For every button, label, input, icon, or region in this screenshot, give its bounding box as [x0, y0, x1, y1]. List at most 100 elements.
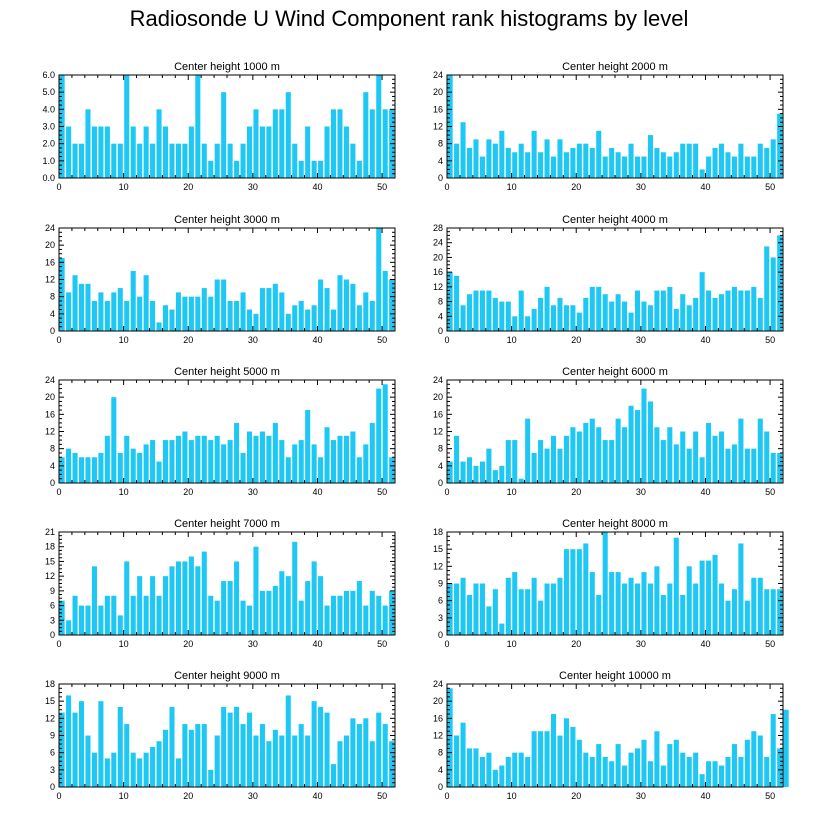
- panel-title: Center height 6000 m: [562, 366, 668, 378]
- histogram-bar: [699, 457, 705, 483]
- histogram-bar: [609, 761, 615, 787]
- histogram-bar: [272, 585, 278, 635]
- histogram-bar: [305, 410, 311, 483]
- histogram-bar: [751, 577, 757, 635]
- histogram-bar: [285, 695, 291, 787]
- histogram-bar: [667, 744, 673, 787]
- histogram-bar: [757, 297, 763, 331]
- histogram-bar: [634, 156, 641, 178]
- x-tick-label: 20: [183, 182, 193, 192]
- histogram-bar: [266, 435, 272, 483]
- histogram-bar: [712, 554, 718, 635]
- histogram-bar: [305, 735, 311, 787]
- histogram-bar: [221, 92, 227, 178]
- x-tick-label: 50: [377, 335, 387, 345]
- histogram-bar: [544, 139, 550, 179]
- histogram-bar: [330, 595, 337, 635]
- histogram-bar: [66, 292, 72, 332]
- x-tick-label: 50: [377, 791, 387, 801]
- plot-area: 0 3 6 9 12 15 18 0 10 20 30 40 50: [433, 527, 784, 649]
- histogram-panel: Center height 6000 m 0 4 8 12 16 20 24 0 10 20 30 40…: [407, 352, 803, 503]
- histogram-bar: [576, 549, 582, 635]
- histogram-bar: [570, 305, 576, 331]
- histogram-bar: [602, 156, 608, 178]
- histogram-bar: [130, 752, 136, 787]
- histogram-bar: [221, 279, 227, 331]
- histogram-bar: [550, 156, 557, 178]
- histogram-bar: [660, 290, 666, 331]
- histogram-bar: [98, 452, 104, 483]
- histogram-bar: [195, 435, 201, 483]
- histogram-bar: [130, 126, 136, 178]
- histogram-bar: [538, 600, 544, 635]
- y-tick-label: 0: [50, 782, 55, 792]
- histogram-bar: [143, 595, 149, 635]
- histogram-bar: [91, 566, 97, 635]
- histogram-bar: [647, 135, 653, 178]
- histogram-bar: [195, 296, 201, 331]
- x-tick-label: 20: [571, 487, 581, 497]
- histogram-chart: 0 4 8 12 16 20 24 0 10 20 30 40 50: [433, 70, 784, 192]
- x-tick-label: 0: [56, 335, 61, 345]
- histogram-bar: [227, 440, 233, 483]
- histogram-bar: [356, 581, 362, 635]
- histogram-bar: [563, 718, 569, 787]
- histogram-bar: [673, 537, 679, 635]
- histogram-chart: 0 4 8 12 16 20 24 0 10 20 30 40 50: [433, 375, 784, 497]
- histogram-bar: [563, 549, 569, 635]
- histogram-bar: [693, 143, 699, 178]
- histogram-bar: [525, 756, 531, 787]
- histogram-bar: [195, 566, 201, 635]
- x-tick-label: 40: [312, 791, 322, 801]
- histogram-bar: [557, 735, 563, 787]
- histogram-bar: [460, 305, 466, 331]
- histogram-bar: [492, 470, 498, 484]
- histogram-bar: [292, 143, 298, 178]
- histogram-bar: [305, 126, 311, 178]
- histogram-bar: [466, 457, 473, 483]
- x-tick-label: 10: [507, 487, 517, 497]
- histogram-bar: [182, 431, 188, 483]
- histogram-bar: [641, 301, 647, 331]
- histogram-chart: 0 4 8 12 16 20 24 0 10 20 30 40 50: [45, 375, 396, 497]
- histogram-bar: [124, 75, 130, 178]
- histogram-bar: [538, 731, 544, 787]
- histogram-bar: [744, 600, 750, 635]
- histogram-bar: [234, 561, 240, 635]
- histogram-bar: [473, 748, 479, 788]
- histogram-bar: [72, 595, 78, 635]
- histogram-bar: [563, 305, 569, 331]
- histogram-bar: [285, 576, 291, 635]
- histogram-bar: [751, 731, 757, 787]
- histogram-bar: [104, 595, 110, 635]
- y-tick-label: 8: [50, 292, 55, 302]
- y-tick-label: 0: [438, 630, 443, 640]
- histogram-bar: [583, 143, 589, 178]
- histogram-bar: [609, 440, 615, 483]
- histogram-bar: [622, 583, 628, 635]
- y-tick-label: 12: [433, 731, 443, 741]
- histogram-bar: [234, 300, 240, 331]
- histogram-bar: [389, 279, 395, 331]
- histogram-bar: [557, 448, 563, 483]
- x-tick-label: 10: [507, 639, 517, 649]
- plot-area: 0 4 8 12 16 20 24 0 10 20 30 40 50: [45, 375, 396, 497]
- y-tick-label: 8: [438, 444, 443, 454]
- histogram-bar: [85, 283, 91, 331]
- histogram-bar: [764, 589, 770, 635]
- histogram-bar: [699, 560, 705, 635]
- histogram-bar: [680, 594, 686, 635]
- histogram-bar: [117, 615, 123, 635]
- histogram-bar: [486, 752, 492, 787]
- histogram-bar: [583, 297, 589, 331]
- histogram-bar: [699, 272, 705, 331]
- histogram-bar: [505, 577, 511, 635]
- histogram-panel: Center height 7000 m 0 3 6 9 12 15 18 21 0 10 20 30 4…: [19, 504, 415, 655]
- histogram-bar: [777, 748, 783, 788]
- y-tick-label: 4: [438, 461, 443, 471]
- histogram-bar: [576, 312, 582, 331]
- y-tick-label: 18: [45, 679, 55, 689]
- y-tick-label: 0: [50, 478, 55, 488]
- histogram-bar: [479, 156, 485, 178]
- histogram-chart: 0 4 8 12 16 20 24 0 10 20 30 40 50: [433, 679, 789, 801]
